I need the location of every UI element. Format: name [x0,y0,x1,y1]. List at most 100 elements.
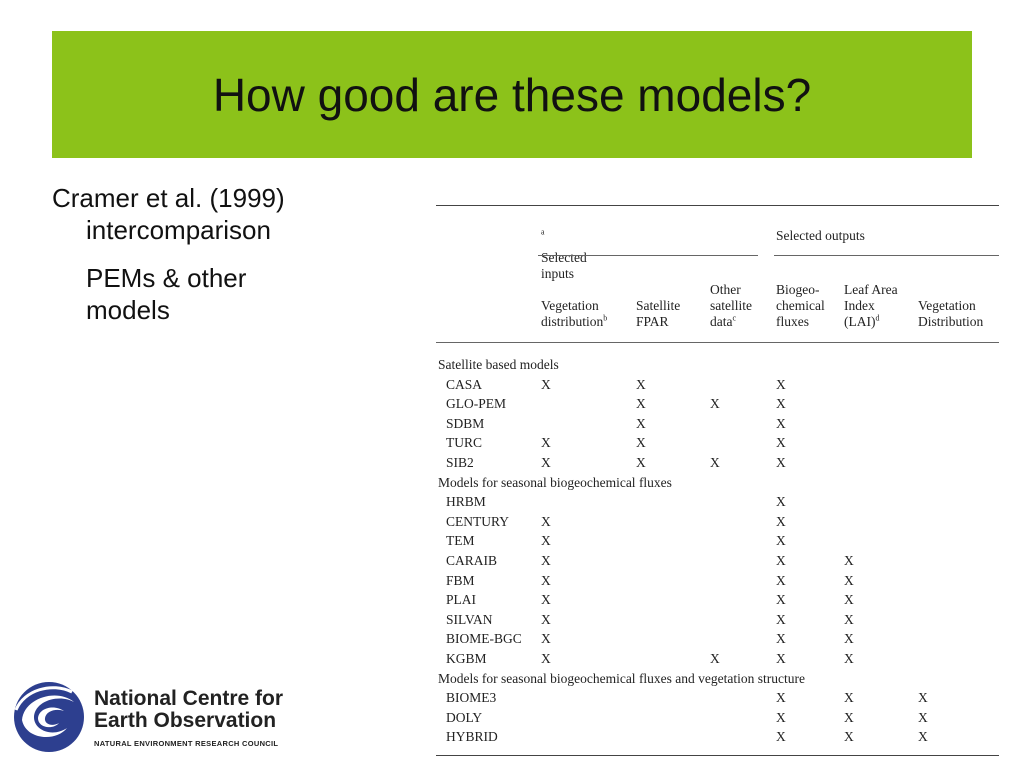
table-cell-mark: X [776,513,786,529]
table-row: TEM X X [436,531,999,551]
table-column-header: Vegetation distributionb Satellite FPAR Othe… [436,258,999,342]
logo-line2: Earth Observation [94,709,277,732]
column-header: Biogeo-chemical fluxes [776,282,825,329]
table-cell-mark: X [776,454,786,470]
table-cell-mark: X [844,729,854,745]
model-name: FBM [446,572,475,588]
table-cell-mark: X [776,729,786,745]
table-cell-mark: X [541,454,551,470]
table-cell-mark: X [844,552,854,568]
model-name: HRBM [446,494,486,510]
table-section-title: Satellite based models [438,357,559,372]
table-section-title: Models for seasonal biogeochemical fluxe… [438,670,806,686]
table-row: KGBM X X X X [436,649,999,669]
model-comparison-table: Selected inputs a Selected outputs Vegeta… [436,205,999,756]
group-selected-inputs: Selected inputs a [541,227,587,281]
bullet-sub: PEMs & other models [86,262,412,326]
outputs-group-rule [774,255,999,256]
table-cell-mark: X [776,415,786,431]
table-section-title: Models for seasonal biogeochemical fluxe… [438,474,672,490]
table-row: SIB2 X X X X [436,453,999,473]
table-row: PLAI X X X [436,590,999,610]
table-cell-mark: X [844,572,854,588]
table-cell-mark: X [541,533,551,549]
model-name: KGBM [446,650,487,666]
table-cell-mark: X [776,435,786,451]
table-cell-mark: X [918,729,928,745]
column-header: Leaf Area Index (LAI)d [844,282,898,329]
logo-line1: National Centre for [94,687,284,710]
table-cell-mark: X [636,454,646,470]
model-name: TURC [446,435,483,451]
table-header-rule [436,342,999,343]
model-name: SILVAN [446,611,493,627]
table-row: CASA X X X [436,375,999,395]
table-cell-mark: X [776,611,786,627]
table-row: HRBM X [436,492,999,512]
table-cell-mark: X [844,592,854,608]
table-cell-mark: X [541,572,551,588]
model-name: GLO-PEM [446,396,506,412]
table-cell-mark: X [844,631,854,647]
model-name: HYBRID [446,729,498,745]
table-cell-mark: X [710,650,720,666]
table-cell-mark: X [844,690,854,706]
table-cell-mark: X [776,650,786,666]
table-cell-mark: X [776,631,786,647]
model-name: SIB2 [446,454,474,470]
table-cell-mark: X [636,376,646,392]
model-name: CENTURY [446,513,510,529]
table-group-header: Selected inputs a Selected outputs [436,206,999,281]
table-cell-mark: X [710,396,720,412]
table-cell-mark: X [844,709,854,725]
inputs-group-rule [538,255,758,256]
model-name: BIOME-BGC [446,631,522,647]
table-cell-mark: X [776,572,786,588]
logo-subline: NATURAL ENVIRONMENT RESEARCH COUNCIL [94,739,279,748]
model-name: BIOME3 [446,690,497,706]
table-cell-mark: X [918,709,928,725]
table-cell-mark: X [776,690,786,706]
table-cell-mark: X [776,376,786,392]
table-cell-mark: X [636,435,646,451]
table-cell-mark: X [541,650,551,666]
table-cell-mark: X [776,709,786,725]
title-banner: How good are these models? [52,31,972,158]
table-cell-mark: X [541,552,551,568]
column-header: Other satellite datac [710,282,752,329]
table-cell-mark: X [776,533,786,549]
model-name: PLAI [446,592,476,608]
table-cell-mark: X [710,454,720,470]
table-row: CARAIB X X X [436,551,999,571]
table-cell-mark: X [776,396,786,412]
table-cell-mark: X [776,494,786,510]
table-cell-mark: X [776,592,786,608]
bullet-sub-line1: PEMs & other [86,263,247,293]
bullet-main: Cramer et al. (1999) [52,183,285,213]
bullet-list: Cramer et al. (1999) intercomparison PEM… [52,182,412,326]
table-row: CENTURY X X [436,512,999,532]
table-cell-mark: X [844,650,854,666]
table-row: HYBRID X X X [436,727,999,747]
column-header: Vegetation Distribution [918,298,984,329]
table-row: FBM X X X [436,571,999,591]
table-row: SILVAN X X X [436,610,999,630]
table-row: BIOME3 X X X [436,688,999,708]
group-selected-outputs: Selected outputs [776,228,865,243]
table-cell-mark: X [636,415,646,431]
table-cell-mark: X [541,435,551,451]
table-cell-mark: X [541,592,551,608]
table-row: BIOME-BGC X X X [436,629,999,649]
table-cell-mark: X [844,611,854,627]
slide-title: How good are these models? [212,68,812,121]
table-bottom-rule [436,754,999,756]
table-top-rule [436,205,999,206]
model-name: DOLY [446,709,483,725]
table-cell-mark: X [541,611,551,627]
nceo-logo: National Centre for Earth Observation NA… [12,680,342,755]
column-header: Satellite FPAR [636,298,681,329]
table-cell-mark: X [541,513,551,529]
table-row: GLO-PEM X X X [436,394,999,414]
column-header: Vegetation distributionb [541,298,608,329]
table-cell-mark: X [541,631,551,647]
